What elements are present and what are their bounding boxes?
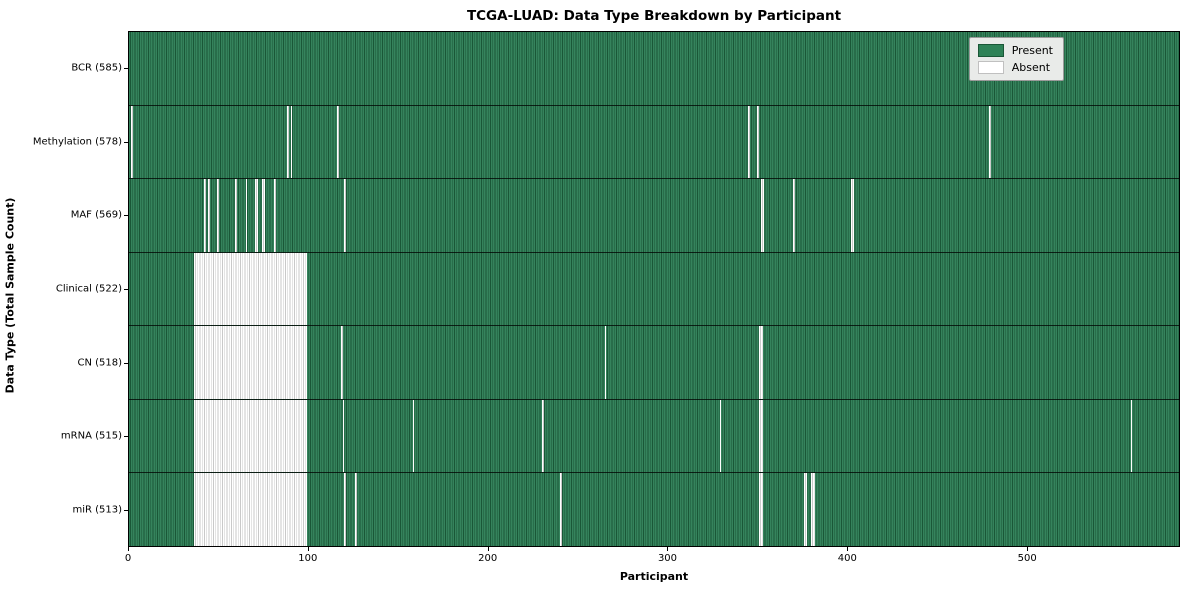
rows-container xyxy=(129,32,1179,547)
plot-area xyxy=(128,31,1180,547)
absent-gap xyxy=(1130,399,1133,473)
absent-gap xyxy=(193,252,307,326)
absent-gap xyxy=(344,179,347,252)
y-tick-label: miR (513) xyxy=(72,504,122,516)
absent-gap xyxy=(988,105,991,179)
y-axis-label: Data Type (Total Sample Count) xyxy=(4,100,17,394)
absent-gap xyxy=(204,179,207,252)
x-tick-label: 300 xyxy=(657,553,678,564)
y-tick-mark xyxy=(124,510,128,512)
legend-entry-present: Present xyxy=(977,44,1053,57)
absent-gap xyxy=(216,179,219,252)
x-tick-mark xyxy=(307,547,309,551)
y-tick-label: mRNA (515) xyxy=(60,430,122,442)
legend: Present Absent xyxy=(968,37,1064,81)
absent-gap xyxy=(793,179,795,252)
y-tick-label: Methylation (578) xyxy=(32,136,122,148)
x-tick-mark xyxy=(128,547,129,551)
chart-title: TCGA-LUAD: Data Type Breakdown by Partic… xyxy=(466,8,842,24)
absent-swatch-icon xyxy=(977,61,1004,74)
absent-gap xyxy=(342,399,345,473)
absent-gap xyxy=(412,399,415,473)
absent-gap xyxy=(207,179,210,252)
x-axis-label: Participant xyxy=(619,570,689,583)
row-mRNA xyxy=(129,399,1179,474)
absent-gap xyxy=(234,179,237,252)
x-tick-mark xyxy=(1027,547,1029,551)
y-tick-label: CN (518) xyxy=(77,357,122,369)
absent-gap xyxy=(130,105,133,179)
absent-gap xyxy=(245,179,248,252)
absent-gap xyxy=(337,105,339,179)
row-CN xyxy=(129,326,1179,400)
absent-gap xyxy=(719,399,722,473)
absent-gap xyxy=(759,399,763,473)
x-tick-label: 500 xyxy=(1017,553,1037,564)
x-tick-label: 0 xyxy=(124,553,132,564)
x-tick-label: 200 xyxy=(478,553,498,564)
x-tick-label: 100 xyxy=(298,553,318,564)
y-tick-mark xyxy=(124,436,128,438)
x-tick-label: 400 xyxy=(837,553,857,564)
absent-gap xyxy=(193,399,307,473)
y-tick-mark xyxy=(124,289,128,290)
absent-gap xyxy=(559,473,562,547)
x-tick-mark xyxy=(847,547,849,551)
absent-gap xyxy=(193,473,307,547)
row-BCR xyxy=(129,32,1179,106)
absent-gap xyxy=(541,399,544,473)
absent-gap xyxy=(340,326,343,399)
absent-gap xyxy=(803,473,808,547)
absent-gap xyxy=(274,179,277,252)
absent-gap xyxy=(760,179,765,252)
absent-gap xyxy=(290,105,293,179)
absent-gap xyxy=(355,473,357,547)
legend-label-present: Present xyxy=(1011,44,1053,57)
y-tick-label: MAF (569) xyxy=(70,209,122,221)
y-tick-mark xyxy=(124,141,128,143)
y-tick-mark xyxy=(124,215,128,217)
absent-gap xyxy=(748,105,750,179)
absent-gap xyxy=(850,179,855,252)
absent-gap xyxy=(604,326,607,399)
x-tick-mark xyxy=(667,547,669,551)
y-tick-label: BCR (585) xyxy=(71,62,122,74)
absent-gap xyxy=(286,105,289,179)
absent-gap xyxy=(254,179,259,252)
row-Clinical xyxy=(129,252,1179,327)
absent-gap xyxy=(344,473,347,547)
row-MAF xyxy=(129,179,1179,253)
absent-gap xyxy=(759,473,763,547)
absent-gap xyxy=(757,105,759,179)
legend-label-absent: Absent xyxy=(1011,61,1051,74)
row-Methylation xyxy=(129,105,1179,180)
absent-gap xyxy=(811,473,815,547)
y-tick-mark xyxy=(124,67,128,69)
absent-gap xyxy=(193,326,307,399)
x-tick-mark xyxy=(487,547,489,551)
y-tick-mark xyxy=(124,362,128,364)
absent-gap xyxy=(261,179,266,252)
present-swatch-icon xyxy=(977,44,1004,57)
y-tick-label: Clinical (522) xyxy=(55,283,122,295)
row-miR xyxy=(129,473,1179,547)
y-axis-label-text: Data Type (Total Sample Count) xyxy=(3,197,17,394)
legend-entry-absent: Absent xyxy=(977,61,1053,74)
absent-gap xyxy=(759,326,763,399)
